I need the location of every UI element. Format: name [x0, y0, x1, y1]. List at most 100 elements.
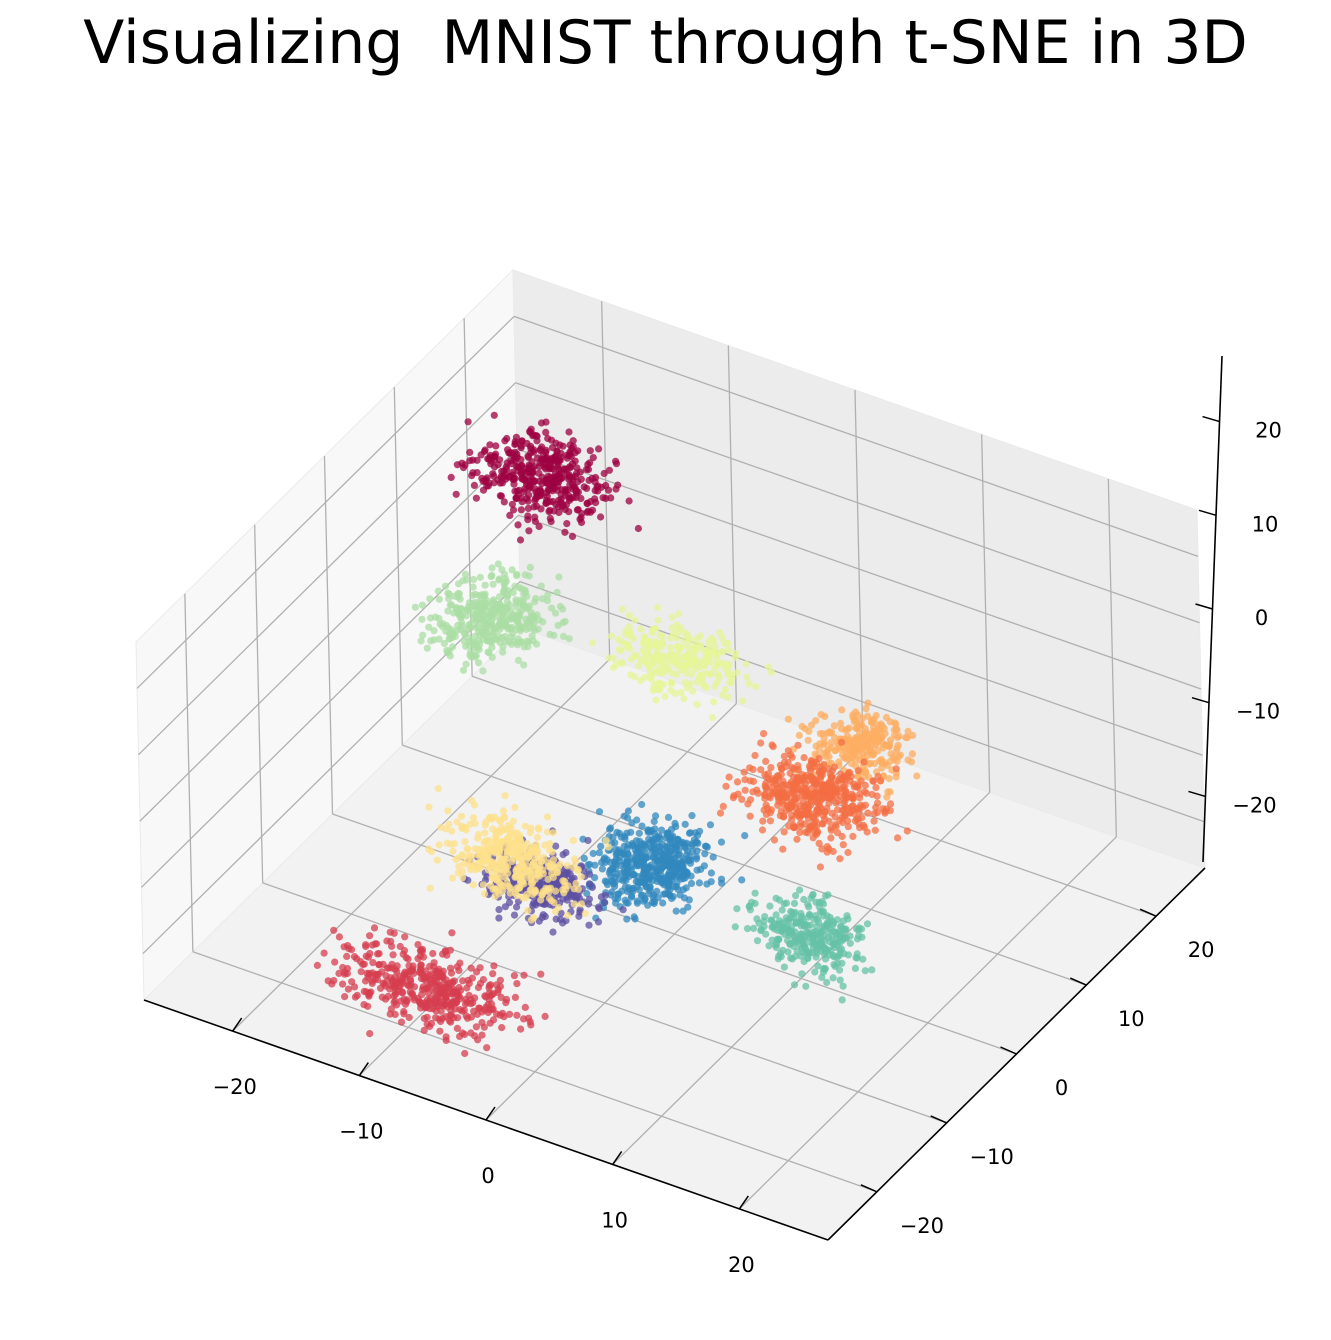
data-point — [467, 1013, 475, 1021]
data-point — [552, 500, 560, 509]
data-point — [796, 932, 805, 940]
data-point — [455, 580, 463, 588]
data-point — [707, 878, 715, 886]
data-point — [520, 971, 528, 979]
data-point — [683, 684, 691, 692]
data-point — [798, 948, 807, 956]
data-point — [662, 661, 670, 669]
data-point — [820, 740, 828, 749]
data-point — [444, 589, 452, 597]
data-point — [513, 572, 521, 580]
data-point — [661, 692, 669, 701]
data-point — [376, 984, 385, 992]
data-point — [452, 490, 460, 498]
data-point — [733, 669, 741, 677]
z-tick-label: 10 — [1252, 512, 1279, 536]
data-point — [595, 849, 604, 857]
data-point — [809, 776, 818, 784]
data-point — [788, 955, 796, 963]
x-tick-label: −20 — [213, 1075, 257, 1099]
data-point — [812, 830, 820, 839]
data-point — [668, 680, 676, 688]
data-point — [704, 638, 713, 646]
data-point — [626, 644, 634, 653]
data-point — [684, 654, 692, 662]
data-point — [559, 442, 567, 450]
data-point — [401, 968, 409, 976]
data-point — [509, 506, 518, 514]
data-point — [838, 832, 846, 841]
data-point — [331, 958, 339, 966]
data-point — [769, 923, 777, 931]
data-point — [534, 625, 542, 633]
data-point — [343, 952, 351, 961]
data-point — [425, 623, 433, 631]
data-point — [837, 930, 845, 938]
data-point — [819, 784, 827, 792]
data-point — [532, 901, 540, 909]
data-point — [807, 767, 815, 775]
data-point — [410, 996, 418, 1004]
data-point — [618, 605, 627, 613]
data-point — [493, 624, 501, 632]
data-point — [607, 866, 615, 874]
data-point — [796, 802, 804, 810]
data-point — [595, 445, 603, 453]
data-point — [710, 698, 718, 706]
data-point — [461, 461, 469, 469]
gridline-y — [402, 744, 1087, 986]
data-point — [680, 636, 688, 644]
data-point — [474, 983, 483, 992]
data-point — [460, 637, 468, 645]
data-point — [512, 866, 520, 874]
data-point — [520, 661, 528, 669]
data-point — [767, 806, 776, 814]
data-point — [489, 580, 497, 588]
data-point — [400, 1007, 408, 1016]
data-point — [553, 588, 561, 597]
data-point — [814, 962, 822, 970]
data-point — [689, 687, 697, 695]
data-point — [469, 881, 477, 889]
data-point — [348, 978, 356, 986]
data-point — [370, 924, 379, 932]
y-tick — [930, 1115, 947, 1124]
data-point — [535, 462, 543, 471]
data-point — [467, 964, 475, 972]
data-point — [862, 789, 871, 797]
data-point — [658, 638, 667, 647]
data-point — [472, 639, 480, 647]
data-point — [652, 812, 660, 820]
data-point — [405, 1013, 413, 1022]
data-point — [523, 620, 531, 628]
data-point — [679, 886, 687, 894]
data-point — [499, 807, 508, 815]
data-point — [830, 763, 839, 771]
data-point — [813, 915, 822, 923]
data-point — [583, 508, 591, 516]
data-point — [698, 671, 706, 679]
data-point — [399, 974, 407, 982]
data-point — [365, 989, 373, 998]
data-point — [784, 715, 793, 723]
data-point — [320, 949, 328, 957]
data-point — [500, 867, 508, 875]
data-point — [467, 852, 475, 860]
data-point — [690, 657, 698, 665]
data-point — [793, 835, 801, 843]
data-point — [542, 465, 550, 473]
data-point — [850, 749, 858, 757]
z-tick — [1198, 509, 1217, 517]
data-point — [688, 812, 696, 820]
data-point — [495, 576, 503, 584]
data-point — [467, 866, 475, 874]
data-point — [859, 955, 867, 963]
data-point — [688, 848, 697, 856]
data-point — [606, 825, 614, 833]
data-point — [556, 602, 565, 611]
data-point — [521, 822, 530, 830]
data-point — [611, 882, 619, 891]
data-point — [542, 886, 550, 895]
data-point — [863, 920, 872, 928]
data-point — [439, 623, 447, 631]
